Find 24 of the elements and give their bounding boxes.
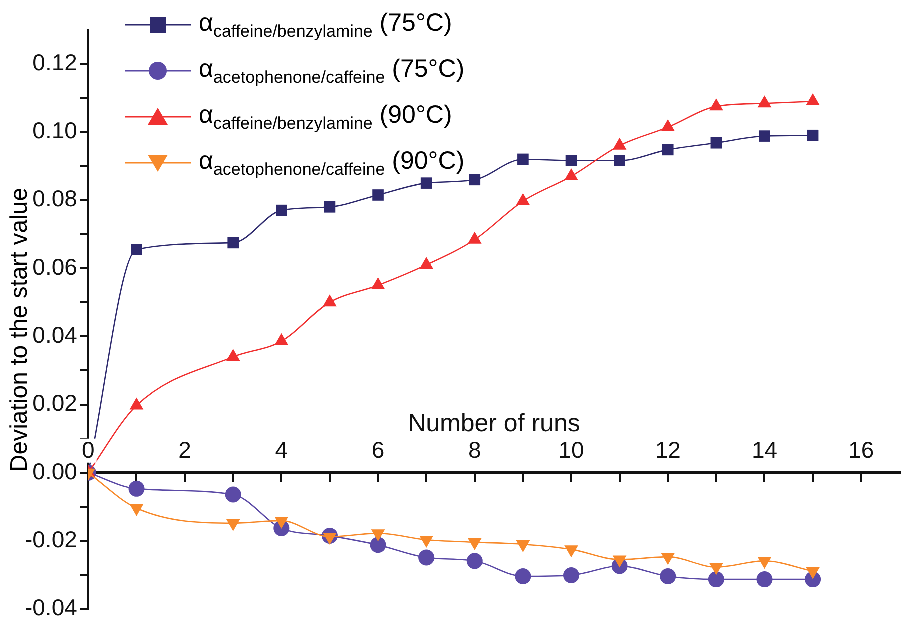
y-tick-label: 0.06 — [32, 254, 78, 280]
x-tick-label: 0 — [82, 436, 95, 463]
y-tick-label: 0.02 — [32, 390, 78, 416]
x-tick-label: 16 — [848, 436, 874, 463]
x-tick-label: 6 — [372, 436, 385, 463]
y-tick-label: 0.10 — [32, 118, 78, 144]
x-tick-label: 14 — [752, 436, 778, 463]
x-tick-label: 8 — [468, 436, 482, 463]
y-axis-title: Deviation to the start value — [6, 188, 34, 472]
y-tick-label: 0.00 — [32, 458, 78, 484]
x-tick-label: 10 — [558, 436, 584, 463]
x-tick-label: 4 — [275, 436, 288, 463]
legend-label: α$_{acetophenone/caffeine}$ (90°C) — [199, 146, 465, 178]
y-tick-label: -0.04 — [24, 594, 78, 621]
y-tick-label: 0.12 — [32, 49, 78, 76]
legend-label: α$_{caffeine/benzylamine}$ (75°C) — [199, 8, 452, 40]
x-axis-title: Number of runs — [408, 409, 580, 438]
y-tick-label: -0.02 — [24, 526, 78, 552]
x-tick-label: 12 — [655, 436, 681, 463]
legend-label: α$_{caffeine/benzylamine}$ (90°C) — [199, 100, 452, 132]
x-tick-label: 2 — [178, 436, 192, 463]
legend-label: α$_{acetophenone/caffeine}$ (75°C) — [199, 54, 465, 86]
y-tick-label: 0.08 — [32, 186, 78, 212]
y-tick-label: 0.04 — [32, 322, 78, 348]
